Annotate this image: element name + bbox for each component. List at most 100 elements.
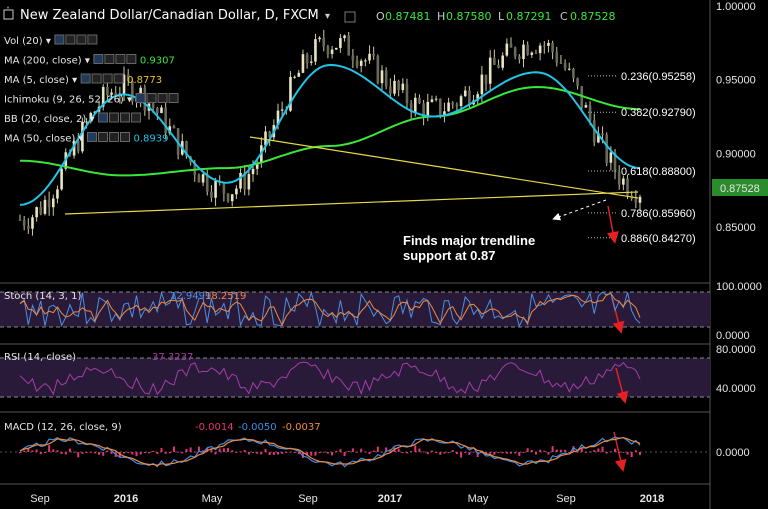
candle-body [243,172,246,190]
macd-label[interactable]: MACD (12, 26, close, 9) [4,422,122,433]
candle-body [418,97,421,104]
fib-level-label: 0.886(0.84270) [621,233,696,245]
indicator-control-icon[interactable] [80,73,91,84]
indicator-control-icon[interactable] [135,93,146,103]
price-tick: 0.95000 [716,75,756,87]
macd-hist-bar [318,452,321,453]
candle-body [347,35,351,56]
symbol-title[interactable]: New Zealand Dollar/Canadian Dollar, D, F… [20,8,319,23]
collapse-icon[interactable] [3,9,14,20]
candle-body [493,57,496,65]
indicator-control-icon[interactable] [168,93,179,103]
macd-hist-bar [539,449,542,452]
candle-body [305,54,309,63]
macd-hist-bar [639,452,641,456]
candle-body [409,103,413,112]
indicator-control-icon[interactable] [87,34,98,45]
macd-hist-bar [235,452,238,453]
macd-hist-bar [73,451,76,453]
candle-body [222,183,226,194]
indicator-control-icon[interactable] [93,54,104,64]
time-tick: 2018 [640,493,664,505]
candle-body [555,52,559,63]
eye-icon[interactable] [344,11,356,23]
candle-body [255,162,259,169]
candle-body [314,39,317,62]
candle-body [280,109,284,111]
candle-body [156,107,159,114]
candle-body [530,52,534,55]
indicator-control-icon[interactable] [91,73,102,84]
macd-hist-bar [530,449,533,452]
macd-hist-bar [522,452,525,453]
down-arrow-rsi [615,367,629,404]
indicator-control-icon[interactable] [104,54,115,64]
candle-body [414,97,417,112]
candle-body [364,60,367,62]
macd-hist-bar [439,452,442,455]
macd-hist-bar [31,450,34,452]
o-value: 0.87481 [385,10,431,23]
candle-body [497,64,500,68]
macd-hist-bar [331,452,334,456]
candle-body [613,152,617,173]
candle-body [239,172,242,189]
candle-body [617,172,621,185]
support-trendline[interactable] [64,191,639,215]
indicator-control-icon[interactable] [65,34,76,45]
indicator-label[interactable]: Vol (20) ▾ [4,36,51,47]
macd-hist-bar [306,452,309,456]
indicator-control-icon[interactable] [76,34,87,45]
indicator-control-icon[interactable] [87,132,97,142]
indicator-control-icon[interactable] [119,112,130,123]
indicator-label[interactable]: MA (5, close) ▾ [4,75,77,86]
macd-hist-bar [489,452,492,454]
stoch-label[interactable]: Stoch (14, 3, 1) [4,291,81,302]
indicator-control-icon[interactable] [120,132,130,142]
macd-hist-bar [339,449,342,452]
macd-hist-bar [43,452,46,453]
rsi-label[interactable]: RSI (14, close) [4,352,76,363]
indicator-control-icon[interactable] [157,93,168,103]
indicator-control-icon[interactable] [98,132,108,142]
macd-hist-bar [410,450,413,452]
projection-dashed-arrow [552,199,607,221]
macd-hist-bar [609,451,612,453]
indicator-control-icon[interactable] [108,112,119,123]
indicator-label[interactable]: Ichimoku (9, 26, 52, 26) ▾ [4,95,132,106]
header: ˄ New Zealand Dollar/Canadian Dollar, D,… [3,6,616,23]
candle-body [322,37,326,47]
candle-body [193,162,197,175]
macd-hist-bar [493,452,496,455]
indicator-control-icon[interactable] [102,73,113,84]
macd-hist-bar [172,446,175,452]
indicator-control-icon[interactable] [130,112,141,123]
indicator-label[interactable]: BB (20, close, 2) ▾ [4,114,94,125]
indicator-control-icon[interactable] [109,132,119,142]
candle-body [318,37,321,40]
macd-hist-bar [56,450,59,452]
resistance-trendline[interactable] [249,136,639,199]
indicator-label[interactable]: MA (200, close) ▾ [4,56,90,67]
symbol-dropdown-icon[interactable]: ▾ [325,11,330,22]
indicator-control-icon[interactable] [97,112,108,123]
candle-body [72,141,76,156]
macd-hist-bar [605,452,608,454]
indicator-control-icon[interactable] [115,54,126,64]
macd-hist-bar [385,447,388,452]
indicator-control-icon[interactable] [54,34,65,45]
time-tick: May [202,493,223,505]
macd-hist-bar [455,452,458,455]
candle-body [339,38,342,48]
candle-body [572,68,575,79]
indicator-label[interactable]: MA (50, close) ▾ [4,134,84,145]
candle-body [247,174,251,190]
indicator-control-icon[interactable] [146,93,157,103]
macd-hist-bar [360,448,363,452]
time-tick: May [468,493,489,505]
indicator-control-icon[interactable] [113,73,124,84]
indicator-control-icon[interactable] [126,54,137,64]
macd-hist-bar [526,448,529,452]
macd-hist-bar [589,451,592,453]
